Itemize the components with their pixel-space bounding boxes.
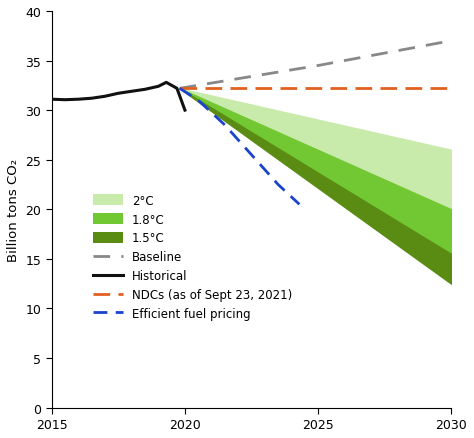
Y-axis label: Billion tons CO₂: Billion tons CO₂ bbox=[7, 159, 20, 261]
Legend: 2°C, 1.8°C, 1.5°C, Baseline, Historical, NDCs (as of Sept 23, 2021), Efficient f: 2°C, 1.8°C, 1.5°C, Baseline, Historical,… bbox=[90, 191, 296, 324]
